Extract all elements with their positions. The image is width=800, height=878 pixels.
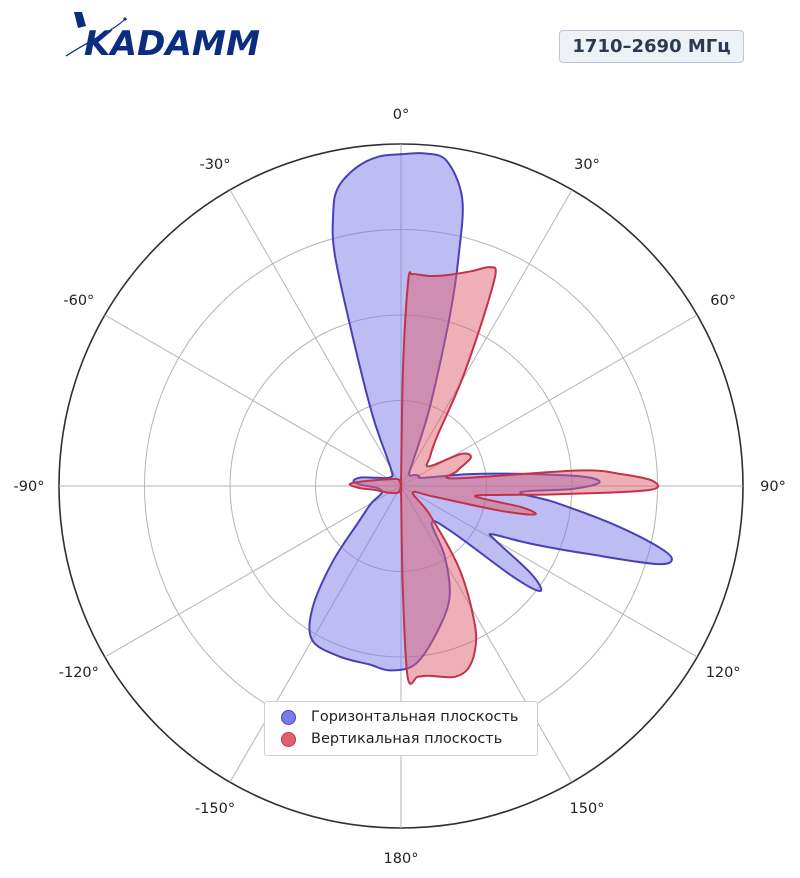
angular-tick-label: 30° xyxy=(574,157,600,173)
angular-tick-label: 150° xyxy=(570,801,605,817)
angular-tick-label: 90° xyxy=(760,479,786,495)
legend-item-horizontal: Горизонтальная плоскость xyxy=(281,706,537,728)
angular-tick-label: -30° xyxy=(200,157,231,173)
legend-marker-horizontal xyxy=(281,709,296,725)
angular-tick-label: 180° xyxy=(384,851,419,867)
angular-tick-label: -90° xyxy=(14,479,45,495)
angular-tick-label: 120° xyxy=(706,665,741,681)
legend-marker-vertical xyxy=(281,731,296,747)
legend-label-horizontal: Горизонтальная плоскость xyxy=(311,709,519,725)
angular-gridline xyxy=(229,189,402,487)
legend-item-vertical: Вертикальная плоскость xyxy=(281,728,537,750)
angular-gridline xyxy=(104,485,402,658)
angular-tick-label: -120° xyxy=(59,665,99,681)
angular-tick-label: -150° xyxy=(195,801,235,817)
frequency-band-badge: 1710–2690 МГц xyxy=(559,30,744,63)
kadamm-logo: KADAMM xyxy=(65,12,260,60)
logo-wordmark: KADAMM xyxy=(84,24,260,60)
chart-legend: Горизонтальная плоскость Вертикальная пл… xyxy=(264,701,538,756)
angular-tick-label: -60° xyxy=(63,293,94,309)
legend-label-vertical: Вертикальная плоскость xyxy=(311,731,503,747)
angular-gridline xyxy=(104,314,402,487)
series-horizontal-area xyxy=(308,152,673,672)
angular-tick-label: 0° xyxy=(393,107,409,123)
angular-tick-label: 60° xyxy=(710,293,736,309)
series-vertical-area xyxy=(348,266,660,685)
